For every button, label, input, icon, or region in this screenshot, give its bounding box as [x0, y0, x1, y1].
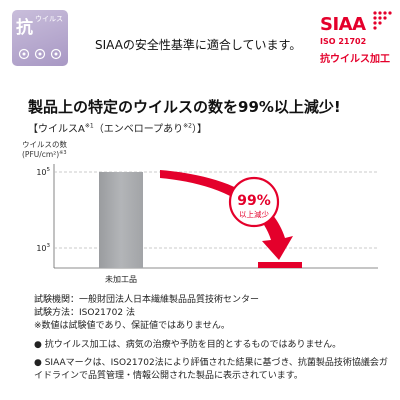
- subhead-sup2: ※2: [183, 122, 192, 130]
- siaa-logo: SIAA ISO 21702 抗ウイルス加工: [318, 6, 394, 68]
- note-bullet-1: ● 抗ウイルス加工は、病気の治療や予防を目的とするものではありません。: [34, 340, 342, 350]
- virus-subhead: 【ウイルスA※1（エンベロープあり※2）】: [28, 120, 207, 135]
- note-disclaimer: ※数値は試験値であり、保証値ではありません。: [34, 321, 230, 331]
- y-tick-label-1: 103: [36, 243, 50, 253]
- x-tick-label-untreated: 未加工品: [105, 274, 137, 284]
- subhead-sup1: ※1: [84, 122, 94, 130]
- test-notes: 試験機関：一般財団法人日本繊維製品品質技術センター 試験方法：ISO21702 …: [34, 294, 394, 383]
- siaa-compliance-notice: SIAAの安全性基準に適合しています。: [95, 38, 302, 52]
- siaa-logo-label: 抗ウイルス加工: [320, 54, 390, 65]
- reduction-callout: 99% 以上減少: [228, 176, 280, 228]
- badge-kanji: 抗: [16, 18, 33, 38]
- antivirus-badge: 抗 ウイルス: [12, 10, 68, 66]
- headline: 製品上の特定のウイルスの数を99%以上減少!: [28, 98, 341, 116]
- badge-side-text: ウイルス: [35, 15, 63, 23]
- callout-circle: [228, 176, 280, 228]
- y-axis-unit: (PFU/cm²): [22, 150, 59, 159]
- callout-text: 以上減少: [239, 209, 269, 219]
- bar-treated: [258, 262, 302, 268]
- y-axis-label-line2: (PFU/cm²)※3: [22, 150, 67, 159]
- subhead-text: 【ウイルスA: [28, 124, 85, 135]
- note-test-method: 試験方法：ISO21702 法: [34, 308, 135, 318]
- y-ticks: 105 103: [36, 167, 378, 253]
- subhead-end: ）】: [191, 124, 207, 135]
- y-axis-label-line1: ウイルスの数: [22, 139, 67, 149]
- note-test-org: 試験機関：一般財団法人日本繊維製品品質技術センター: [34, 295, 260, 305]
- y-axis-unit-note: ※3: [59, 150, 66, 156]
- subhead-middle: （エンベロープあり: [93, 124, 184, 135]
- bar-untreated: [99, 172, 143, 268]
- y-tick-label-0: 105: [36, 167, 50, 177]
- note-bullet-2: ● SIAAマークは、ISO21702法により評価された結果に基づき、抗菌製品技…: [34, 358, 388, 381]
- callout-percent: 99%: [237, 193, 271, 209]
- virus-reduction-chart: ウイルスの数 (PFU/cm²)※3 105 103 未加工品 99% 以上減少: [22, 139, 378, 284]
- siaa-logo-word: SIAA: [320, 14, 366, 35]
- siaa-logo-iso: ISO 21702: [320, 37, 367, 46]
- siaa-dot-mark-icon: [373, 11, 392, 30]
- virus-pattern-icon: [18, 48, 62, 60]
